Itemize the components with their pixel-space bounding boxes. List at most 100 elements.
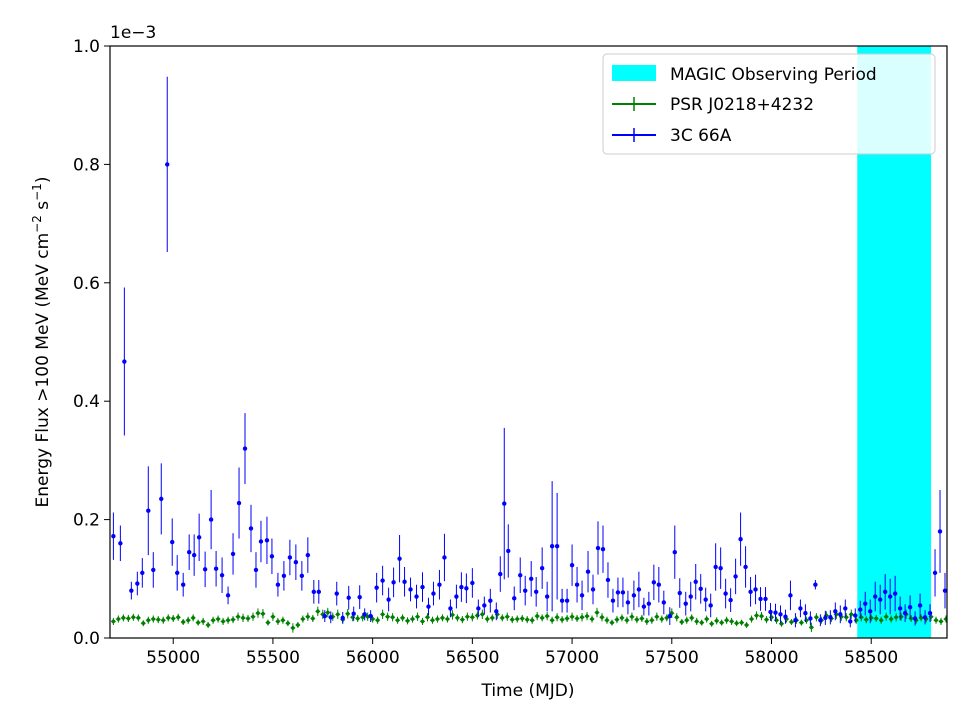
point-psr — [649, 616, 655, 624]
point-marker — [210, 617, 216, 623]
point-marker — [355, 615, 361, 622]
point-marker — [225, 617, 231, 623]
point-3c66a — [863, 591, 868, 616]
point-3c66a — [768, 603, 773, 621]
point-3c66a — [783, 609, 788, 624]
point-marker — [624, 617, 630, 623]
point-marker — [449, 612, 456, 618]
point-marker — [599, 614, 605, 620]
point-3c66a — [672, 525, 677, 579]
point-3c66a — [877, 584, 883, 615]
point-marker — [848, 611, 854, 617]
point-psr — [375, 616, 381, 624]
point-marker — [684, 617, 690, 623]
point-marker — [928, 614, 934, 620]
point-marker — [833, 611, 839, 617]
point-3c66a — [219, 557, 225, 594]
point-marker — [659, 616, 665, 622]
point-3c66a — [502, 427, 507, 580]
point-3c66a — [391, 567, 396, 598]
point-3c66a — [693, 564, 698, 600]
point-marker — [843, 614, 849, 620]
point-psr — [918, 614, 924, 622]
point-marker — [236, 500, 242, 506]
point-marker — [631, 593, 637, 598]
point-marker — [709, 621, 715, 627]
point-marker — [160, 617, 166, 623]
point-marker — [918, 615, 924, 621]
point-psr — [858, 613, 864, 622]
point-marker — [798, 606, 803, 611]
point-3c66a — [135, 571, 140, 596]
point-marker — [245, 615, 251, 622]
point-marker — [579, 614, 585, 620]
point-3c66a — [848, 615, 853, 628]
point-psr — [195, 619, 201, 626]
point-psr — [893, 613, 899, 622]
point-3c66a — [723, 578, 728, 609]
point-3c66a — [357, 585, 362, 609]
point-marker — [305, 614, 311, 620]
point-marker — [694, 618, 700, 625]
point-3c66a — [253, 552, 259, 588]
point-marker — [190, 615, 196, 621]
point-marker — [394, 617, 401, 623]
point-3c66a — [544, 581, 550, 612]
point-psr — [798, 619, 805, 626]
point-marker — [933, 617, 939, 623]
point-3c66a — [579, 580, 585, 611]
point-marker — [386, 597, 391, 602]
point-psr — [788, 619, 795, 625]
point-psr — [674, 613, 680, 622]
point-marker — [873, 615, 879, 622]
point-marker — [512, 596, 517, 601]
point-marker — [280, 617, 286, 623]
point-marker — [360, 614, 366, 620]
point-marker — [191, 552, 197, 558]
point-3c66a — [213, 550, 219, 587]
point-marker — [763, 617, 770, 623]
point-marker — [693, 579, 698, 584]
point-marker — [590, 587, 596, 592]
point-psr — [205, 622, 211, 628]
point-3c66a — [942, 572, 947, 609]
point-marker — [758, 596, 763, 602]
point-marker — [883, 614, 889, 620]
point-3c66a — [646, 591, 652, 616]
point-marker — [426, 604, 431, 609]
point-psr — [255, 608, 261, 618]
point-marker — [509, 617, 515, 623]
point-3c66a — [585, 550, 591, 593]
point-marker — [408, 587, 413, 592]
point-marker — [205, 622, 211, 628]
point-marker — [907, 605, 913, 610]
y-tick-label: 0.8 — [73, 155, 100, 175]
point-marker — [917, 603, 923, 608]
point-psr — [679, 619, 685, 625]
legend-label-psr: PSR J0218+4232 — [670, 95, 814, 115]
point-marker — [605, 577, 611, 583]
point-marker — [734, 620, 740, 626]
point-marker — [888, 616, 894, 622]
point-3c66a — [677, 578, 682, 608]
point-marker — [763, 596, 768, 602]
point-3c66a — [386, 587, 391, 612]
point-3c66a — [230, 533, 236, 575]
point-marker — [539, 615, 545, 621]
point-marker — [610, 598, 616, 603]
point-marker — [357, 594, 362, 600]
point-3c66a — [703, 587, 708, 612]
point-marker — [674, 614, 680, 620]
point-marker — [504, 614, 510, 620]
point-psr — [200, 617, 206, 625]
y-axis-ticks: 0.0 0.2 0.4 0.6 0.8 1.0 — [73, 37, 110, 649]
point-3c66a — [275, 572, 281, 597]
point-psr — [514, 615, 520, 623]
point-marker — [420, 584, 425, 590]
x-tick-label: 58500 — [844, 648, 898, 668]
point-3c66a — [902, 604, 908, 623]
point-psr — [559, 616, 565, 624]
point-3c66a — [402, 566, 407, 597]
point-marker — [345, 611, 351, 617]
point-marker — [316, 589, 322, 595]
